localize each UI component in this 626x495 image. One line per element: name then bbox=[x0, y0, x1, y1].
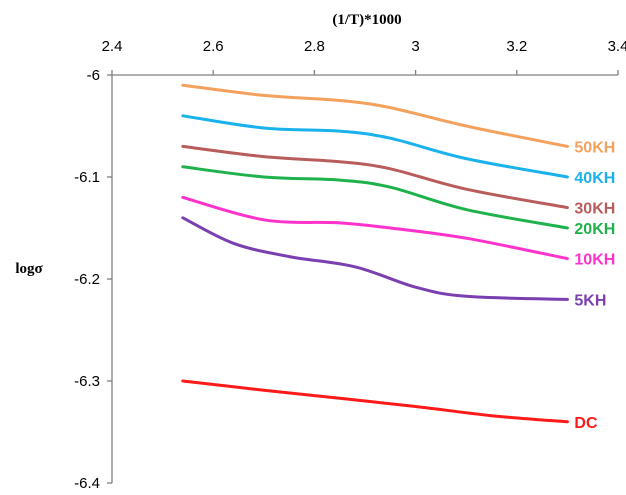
series-label-5kh: 5KH bbox=[574, 292, 606, 309]
series-layer: 50KH 40KH 30KH 20KH 10KH 5KH DC bbox=[181, 83, 615, 432]
x-tick-label: 2.6 bbox=[203, 38, 224, 55]
y-tick-label: -6.2 bbox=[74, 271, 100, 288]
series-line-40kh bbox=[181, 114, 569, 179]
series-label-30kh: 30KH bbox=[574, 201, 615, 218]
x-tick-label: 2.4 bbox=[102, 38, 123, 55]
series-label-20kh: 20KH bbox=[574, 221, 615, 238]
y-axis: -6 -6.1 -6.2 -6.3 -6.4 bbox=[74, 67, 113, 492]
series-line-30kh bbox=[181, 144, 569, 210]
series-line-50kh bbox=[181, 83, 569, 148]
y-tick-label: -6.3 bbox=[74, 373, 100, 390]
series-line-5kh bbox=[181, 216, 569, 301]
series-label-40kh: 40KH bbox=[574, 170, 615, 187]
x-tick-label: 3.2 bbox=[506, 38, 527, 55]
y-tick-label: -6.4 bbox=[74, 475, 100, 492]
y-tick-label: -6 bbox=[87, 67, 100, 84]
y-axis-title: logσ bbox=[15, 261, 43, 277]
series-line-20kh bbox=[181, 165, 569, 230]
series-line-10kh bbox=[181, 195, 569, 261]
x-axis: 2.4 2.6 2.8 3 3.2 3.4 bbox=[102, 38, 626, 76]
y-tick-label: -6.1 bbox=[74, 169, 100, 186]
series-label-10kh: 10KH bbox=[574, 252, 615, 269]
x-tick-label: 3.4 bbox=[608, 38, 626, 55]
x-tick-label: 2.8 bbox=[304, 38, 325, 55]
series-label-50kh: 50KH bbox=[574, 139, 615, 156]
x-tick-label: 3 bbox=[411, 38, 419, 55]
x-axis-title: (1/T)*1000 bbox=[332, 12, 401, 28]
series-line-dc bbox=[181, 379, 569, 424]
series-label-dc: DC bbox=[574, 415, 598, 432]
